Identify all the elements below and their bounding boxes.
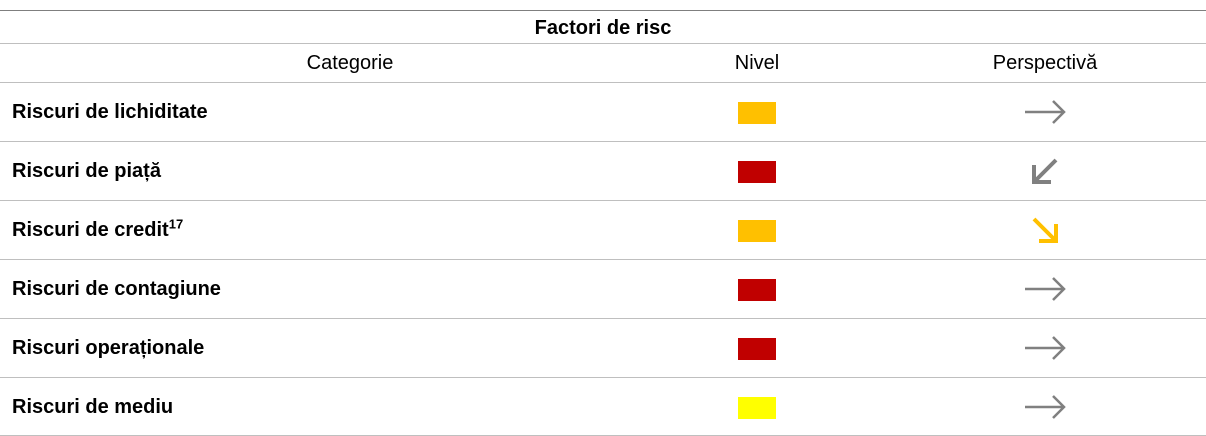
arrow-shape: [1032, 217, 1058, 243]
level-indicator: [738, 161, 776, 183]
arrow-path: [1032, 158, 1058, 184]
table-row: Riscuri de credit17: [0, 200, 1206, 259]
category-text: Riscuri de lichiditate: [12, 101, 208, 123]
table-row: Riscuri de lichiditate: [0, 82, 1206, 141]
level-indicator: [738, 279, 776, 301]
outlook-arrow: [1025, 100, 1066, 124]
arrow-shape: [1025, 336, 1066, 360]
category-text: Riscuri operaționale: [12, 337, 205, 359]
table-row: Riscuri de piață: [0, 141, 1206, 200]
outlook-arrow: [1032, 217, 1058, 243]
outlook-arrow: [1025, 395, 1066, 419]
level-indicator: [738, 102, 776, 124]
level-indicator: [738, 220, 776, 242]
arrow-path: [1025, 395, 1066, 419]
outlook-arrow: [1025, 336, 1066, 360]
category-text: Riscuri de contagiune: [12, 278, 221, 300]
arrow-shape: [1025, 100, 1066, 124]
arrow-shape: [1032, 158, 1058, 184]
category-text: Riscuri de mediu: [12, 396, 174, 418]
arrow-path: [1025, 277, 1066, 301]
category-label: Riscuri de credit17: [12, 201, 183, 259]
arrow-path: [1025, 100, 1066, 124]
footnote-ref: 17: [168, 216, 184, 232]
table-row: Riscuri de mediu: [0, 377, 1206, 436]
column-header: Categorie: [306, 52, 394, 74]
table-row: Riscuri operaționale: [0, 318, 1206, 377]
category-label: Riscuri operaționale: [12, 319, 204, 377]
category-label: Riscuri de mediu: [12, 378, 173, 436]
arrow-shape: [1025, 395, 1066, 419]
level-indicator: [738, 397, 776, 419]
column-header: Perspectivă: [992, 52, 1098, 74]
category-text: Riscuri de credit: [12, 219, 169, 241]
category-text: Riscuri de piață: [12, 160, 161, 182]
arrow-path: [1025, 336, 1066, 360]
arrow-path: [1032, 217, 1058, 243]
table-row: Riscuri de contagiune: [0, 259, 1206, 318]
category-label: Riscuri de lichiditate: [12, 83, 208, 141]
column-header: Nivel: [734, 52, 780, 74]
category-label: Riscuri de contagiune: [12, 260, 221, 318]
table-title: Factori de risc: [0, 10, 1206, 44]
outlook-arrow: [1032, 158, 1058, 184]
outlook-arrow: [1025, 277, 1066, 301]
arrow-shape: [1025, 277, 1066, 301]
level-indicator: [738, 338, 776, 360]
category-label: Riscuri de piață: [12, 142, 161, 200]
